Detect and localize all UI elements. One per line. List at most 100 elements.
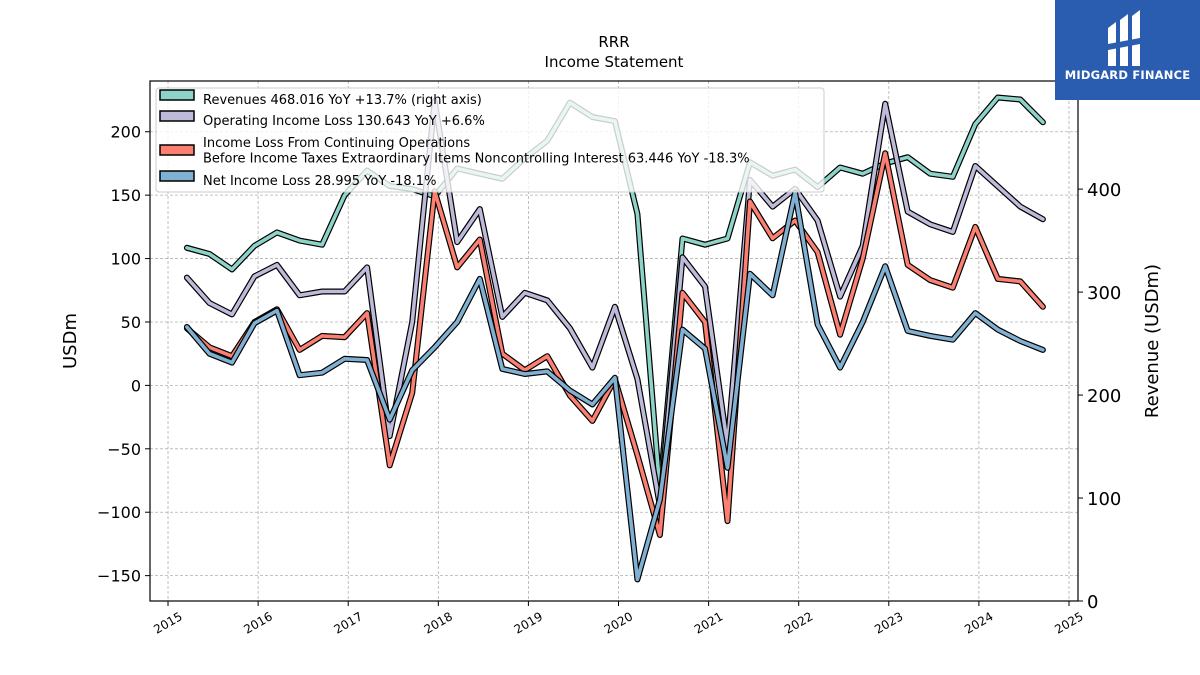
series-2-point [1041,305,1045,309]
series-2-point [568,393,572,398]
legend-label-3: Net Income Loss 28.995 YoY -18.1% [203,174,436,189]
x-tick-label: 2025 [1052,609,1085,636]
series-1-point [1041,217,1045,221]
series-3-point [523,372,527,376]
series-2-point [478,237,482,242]
series-1-point [951,230,955,234]
series-0-point [275,230,279,234]
series-2-point [365,311,369,315]
series-2-point [996,277,1000,281]
legend: Revenues 468.016 YoY +13.7% (right axis)… [155,87,825,193]
series-1-point [635,377,640,381]
y-tick-label: −50 [107,440,141,459]
series-1-point [343,289,347,294]
legend-swatch-0 [159,89,195,101]
series-2-point [343,335,347,339]
series-2-point [703,320,707,324]
legend-label-2: Before Income Taxes Extraordinary Items … [203,152,750,167]
series-1-point [545,298,549,302]
y-right-tick-label: 100 [1087,489,1121,510]
y-tick-label: 150 [110,186,141,205]
series-0-point [928,172,932,176]
series-2-point [883,151,887,155]
series-3-point [725,466,730,470]
series-1-point [613,305,617,309]
y-right-tick-label: 400 [1087,180,1121,201]
series-2-point [207,345,212,349]
x-tick-label: 2024 [962,609,995,636]
series-1-point [365,265,369,269]
x-tick-label: 2023 [872,609,905,636]
series-3-point [343,357,347,361]
legend-swatch-3 [159,170,195,182]
series-3-point [680,328,685,332]
series-0-point [973,122,977,126]
legend-box [155,87,825,193]
series-3-point [298,373,302,377]
series-line-outline-2 [183,150,1046,538]
series-3-point [996,328,1000,332]
series-1-point [838,295,842,299]
y-axis-right-label: Revenue (USDm) [1142,264,1163,418]
series-0-point [635,212,640,216]
series-2-point [320,334,324,338]
series-2-point [455,265,459,269]
series-1-point [771,205,775,209]
series-3-point [455,320,459,324]
series-3-point [1041,348,1045,352]
series-3-point [388,418,392,422]
series-1-point [906,210,910,214]
legend-label-1: Operating Income Loss 130.643 YoY +6.6% [203,114,485,129]
series-2-point [793,218,797,223]
series-1-point [996,184,1000,188]
series-3-point [906,329,910,333]
series-3-point [658,497,662,502]
series-2-point [906,263,910,267]
series-3-point [433,345,437,349]
series-3-point [275,309,279,313]
series-0-point [725,236,730,241]
series-3-point [861,320,865,324]
series-3-point [252,321,257,325]
y-right-tick-label: 0 [1087,592,1098,613]
plot-frame [149,80,1079,602]
y-tick-label: 200 [110,123,141,142]
series-3-point [748,272,752,276]
brand-logo-icon [1108,10,1140,66]
series-0-point [861,172,865,176]
series-2-point [816,250,820,254]
series-2-point [635,453,640,457]
chart-title: RRR [598,33,629,51]
series-0-point [230,267,234,271]
series-1-point [816,218,820,223]
series-3-point [185,325,189,329]
series-1-point [207,301,212,305]
series-1-point [590,366,595,370]
series-3-point [703,347,707,351]
series-2-point [861,257,865,261]
series-1-point [185,276,189,280]
series-1-point [230,312,234,316]
series-3-point [771,293,775,297]
series-2-point [748,199,752,204]
series-0-point [320,243,324,247]
legend-label-0: Revenues 468.016 YoY +13.7% (right axis) [203,93,482,108]
y-tick-label: −100 [97,503,141,522]
series-1-point [973,164,977,168]
series-2-point [951,286,955,290]
series-1-point [1018,205,1022,209]
series-1-point [680,255,685,259]
series-0-point [838,165,842,170]
series-3-point [365,358,369,362]
y-tick-label: 100 [110,250,141,269]
series-2-point [590,419,595,423]
series-3-point [838,366,842,370]
series-3-point [883,264,887,268]
series-3-point [816,322,820,327]
series-0-point [298,239,302,243]
series-1-point [883,102,887,106]
series-0-point [680,236,685,241]
legend-label-2: Income Loss From Continuing Operations [203,136,470,151]
series-3-point [613,376,617,380]
